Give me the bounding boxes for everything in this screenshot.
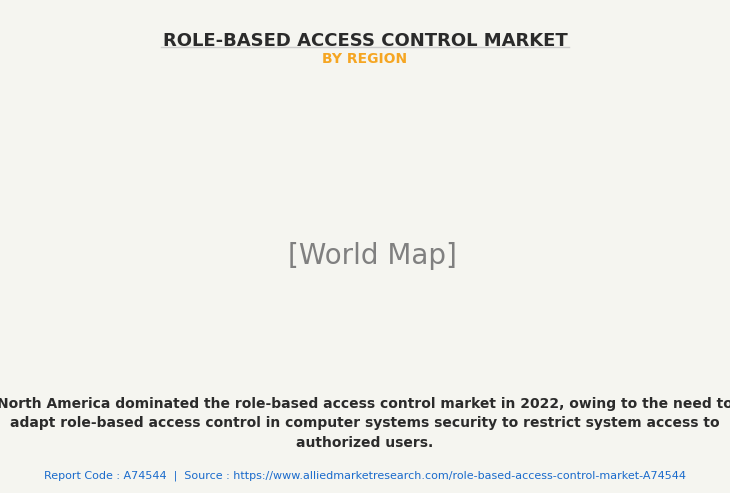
Text: Report Code : A74544  |  Source : https://www.alliedmarketresearch.com/role-base: Report Code : A74544 | Source : https://… [44, 471, 686, 481]
Text: ROLE-BASED ACCESS CONTROL MARKET: ROLE-BASED ACCESS CONTROL MARKET [163, 32, 567, 50]
Text: North America dominated the role-based access control market in 2022, owing to t: North America dominated the role-based a… [0, 397, 730, 450]
Text: BY REGION: BY REGION [323, 52, 407, 66]
Text: [World Map]: [World Map] [288, 243, 457, 270]
